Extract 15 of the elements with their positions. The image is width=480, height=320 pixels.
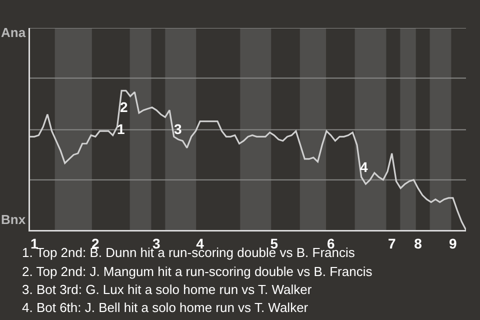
x-tick-label: 5 (270, 235, 278, 252)
text: 2. Top 2nd: J. Mangum hit a run-scoring double vs B. Francis (22, 264, 373, 279)
annotation: 2 (120, 99, 128, 115)
text: Ana (1, 25, 26, 40)
text: Bnx (1, 212, 26, 227)
x-tick-label: 4 (196, 235, 204, 252)
x-tick-label: 6 (326, 235, 335, 252)
annotation: 3 (174, 121, 182, 137)
text: 4. Bot 6th: J. Bell hit a solo home run vs T. Walker (22, 300, 309, 315)
x-tick-label: 8 (414, 235, 422, 252)
annotation: 1 (117, 121, 125, 137)
x-tick-label: 3 (152, 235, 161, 252)
text: 3. Bot 3rd: G. Lux hit a solo home run vs T. Walker (22, 282, 312, 297)
x-tick-label: 7 (388, 235, 396, 252)
x-tick-label: 9 (449, 235, 458, 252)
